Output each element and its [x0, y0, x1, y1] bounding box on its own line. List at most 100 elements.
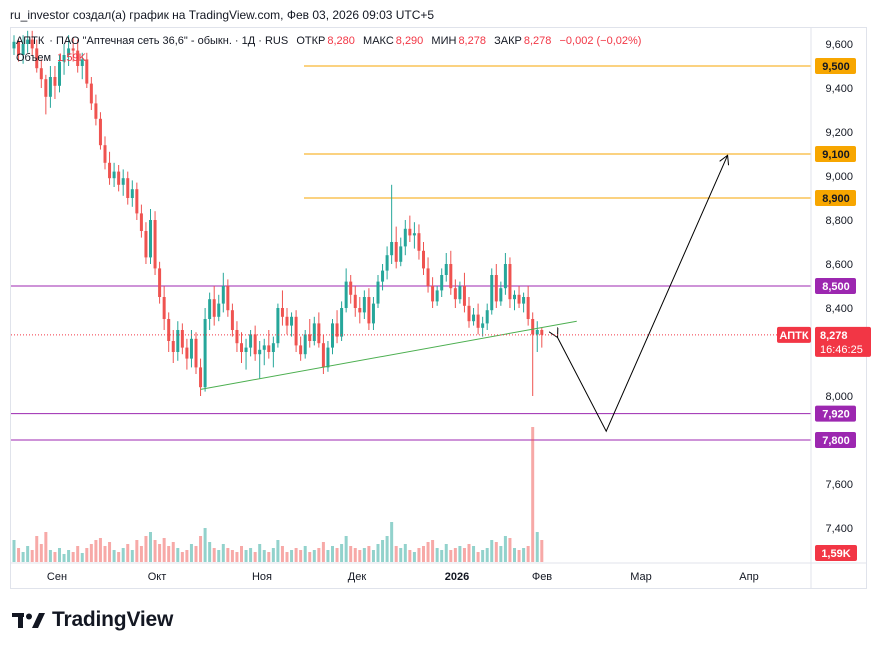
volume-bar: [417, 548, 421, 562]
volume-bar: [108, 542, 112, 562]
candle-body: [449, 264, 453, 289]
volume-bar: [367, 546, 371, 562]
legend-high-label: МАКС: [363, 35, 394, 47]
volume-bar: [381, 540, 385, 562]
candle-body: [17, 41, 21, 55]
volume-bar: [294, 548, 298, 562]
volume-bar: [526, 546, 530, 562]
volume-tag: [815, 545, 857, 561]
candle-body: [362, 297, 366, 313]
candle-body: [130, 189, 134, 198]
candle-body: [440, 275, 444, 291]
candle-body: [535, 330, 539, 335]
volume-bar: [449, 550, 453, 562]
candle-body: [453, 288, 457, 300]
volume-label[interactable]: Объем: [16, 52, 52, 64]
candle-body: [481, 323, 485, 328]
volume-bar: [167, 546, 171, 562]
volume-bar: [540, 540, 544, 562]
legend-open: 8,280: [327, 35, 355, 47]
candle-body: [526, 297, 530, 319]
volume-tag-label: 1,59K: [821, 548, 850, 560]
candle-body: [176, 330, 180, 352]
candle-body: [317, 323, 321, 344]
level-tag: [815, 278, 856, 294]
volume-bar: [290, 550, 294, 562]
volume-bar: [235, 552, 239, 562]
time-tick-label: 2026: [445, 571, 469, 583]
volume-value: 1,59K: [57, 52, 86, 64]
volume-bar: [458, 546, 462, 562]
candle-body: [444, 264, 448, 275]
tradingview-brand[interactable]: TradingView: [12, 608, 173, 632]
volume-bar: [349, 546, 353, 562]
candle-body: [280, 308, 284, 317]
volume-bar: [199, 536, 203, 562]
candle-body: [103, 145, 107, 163]
legend-close-label: ЗАКР: [494, 35, 522, 47]
volume-bar: [490, 540, 494, 562]
volume-bar: [112, 550, 116, 562]
level-tag-label: 7,800: [822, 435, 850, 447]
volume-bar: [481, 550, 485, 562]
candle-body: [212, 299, 216, 317]
volume-bar: [267, 552, 271, 562]
volume-bar: [499, 546, 503, 562]
candle-body: [85, 59, 89, 84]
candle-body: [230, 310, 234, 330]
candle-body: [390, 242, 394, 256]
candle-body: [531, 319, 535, 335]
candle-body: [199, 367, 203, 388]
candle-body: [208, 299, 212, 319]
volume-bar: [426, 542, 430, 562]
volume-bar: [299, 550, 303, 562]
candle-body: [89, 83, 93, 104]
candle-body: [431, 286, 435, 302]
candle-body: [71, 48, 75, 51]
candle-body: [435, 290, 439, 302]
level-tag-label: 9,100: [822, 149, 850, 161]
time-tick-label: Апр: [739, 571, 758, 583]
time-tick-label: Мар: [630, 571, 652, 583]
candle-body: [381, 270, 385, 282]
volume-bar: [35, 536, 39, 562]
legend-ticker[interactable]: АПТК: [16, 35, 45, 47]
volume-bar: [412, 552, 416, 562]
candle-body: [194, 338, 198, 368]
volume-bar: [162, 538, 166, 562]
volume-bar: [344, 536, 348, 562]
volume-bar: [176, 548, 180, 562]
candle-body: [108, 162, 112, 179]
volume-bar: [171, 542, 175, 562]
candle-body: [139, 213, 143, 231]
volume-bar: [535, 532, 539, 562]
level-tag-label: 8,900: [822, 193, 850, 205]
candle-body: [126, 178, 130, 198]
volume-bar: [494, 542, 498, 562]
volume-bar: [308, 552, 312, 562]
volume-bar: [440, 550, 444, 562]
volume-bar: [185, 550, 189, 562]
candle-body: [149, 220, 152, 258]
candle-body: [499, 288, 503, 302]
candle-body: [203, 319, 207, 388]
volume-bar: [221, 544, 225, 562]
candle-body: [144, 231, 148, 258]
volume-bar: [517, 550, 521, 562]
candle-body: [540, 330, 544, 335]
candle-body: [253, 334, 257, 355]
legend-high: 8,290: [395, 35, 424, 47]
candle-body: [39, 68, 43, 80]
candle-body: [408, 228, 412, 236]
volume-bar: [226, 548, 230, 562]
volume-bar: [17, 548, 21, 562]
volume-bar: [331, 546, 334, 562]
volume-bar: [249, 548, 253, 562]
candle-body: [513, 294, 516, 300]
volume-bar: [508, 538, 512, 562]
candle-body: [171, 341, 175, 352]
level-tag: [815, 190, 856, 206]
candle-body: [67, 48, 71, 55]
volume-bar: [258, 544, 262, 562]
